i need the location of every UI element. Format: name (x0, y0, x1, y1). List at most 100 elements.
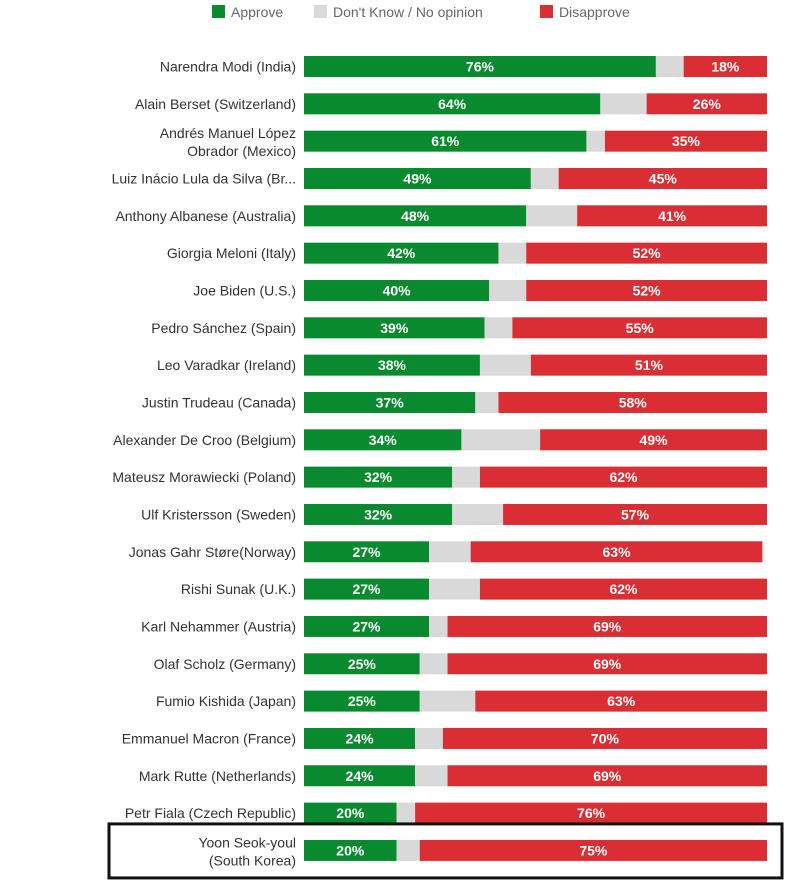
bar-row: Petr Fiala (Czech Republic) 20% 76% (125, 802, 767, 824)
data-label-approve: 49% (403, 170, 432, 186)
category-label: Narendra Modi (India) (160, 59, 296, 75)
bar-segment-disapprove (498, 391, 767, 413)
data-label-disapprove: 52% (633, 245, 662, 261)
data-label-disapprove: 49% (640, 432, 669, 448)
data-label-disapprove: 51% (635, 357, 664, 373)
bar-segment-approve (304, 765, 416, 787)
category-label: Alain Berset (Switzerland) (135, 96, 296, 112)
bar-segment-don-t-know-no-opinion (461, 429, 541, 451)
bar-segment-don-t-know-no-opinion (530, 167, 559, 189)
category-label: Leo Varadkar (Ireland) (157, 357, 296, 373)
data-label-approve: 27% (352, 618, 381, 634)
bar-segment-don-t-know-no-opinion (396, 802, 416, 824)
category-label: Jonas Gahr Støre(Norway) (129, 544, 296, 560)
legend-label-disapprove: Disapprove (559, 4, 630, 20)
bar-segment-don-t-know-no-opinion (489, 279, 527, 301)
data-label-disapprove: 52% (633, 282, 662, 298)
category-label: Fumio Kishida (Japan) (156, 693, 296, 709)
bar-row: Pedro Sánchez (Spain) 39% 55% (151, 317, 767, 339)
bar-segment-disapprove (442, 727, 767, 749)
bar-segment-disapprove (447, 653, 767, 675)
bar-segment-approve (304, 242, 499, 264)
legend-swatch-approve (212, 5, 225, 18)
category-label: Giorgia Meloni (Italy) (167, 245, 296, 261)
bar-segment-approve (304, 727, 416, 749)
bar-segment-don-t-know-no-opinion (484, 317, 513, 339)
bar-row: Justin Trudeau (Canada) 37% 58% (142, 391, 767, 413)
data-label-approve: 64% (438, 96, 467, 112)
bar-segment-disapprove (479, 578, 767, 600)
bar-row: Anthony Albanese (Australia) 48% 41% (115, 205, 767, 227)
bar-segment-don-t-know-no-opinion (419, 653, 448, 675)
bar-segment-approve (304, 466, 453, 488)
data-label-approve: 32% (364, 469, 393, 485)
bar-segment-disapprove (577, 205, 767, 227)
bar-segment-disapprove (558, 167, 767, 189)
bar-row: Ulf Kristersson (Sweden) 32% 57% (141, 503, 767, 525)
category-label: Olaf Scholz (Germany) (154, 656, 296, 672)
data-label-approve: 27% (352, 581, 381, 597)
data-label-disapprove: 76% (577, 805, 606, 821)
data-label-disapprove: 70% (591, 730, 620, 746)
legend-label-don-t-know-no-opinion: Don't Know / No opinion (333, 4, 483, 20)
bar-segment-don-t-know-no-opinion (452, 466, 480, 488)
data-label-approve: 24% (346, 768, 375, 784)
bar-segment-disapprove (479, 466, 767, 488)
data-label-disapprove: 58% (619, 394, 648, 410)
legend: Approve Don't Know / No opinion Disapprove (212, 4, 630, 20)
bar-segment-approve (304, 578, 430, 600)
bar-segment-don-t-know-no-opinion (429, 615, 448, 637)
legend-swatch-don-t-know-no-opinion (314, 5, 327, 18)
data-label-disapprove: 35% (672, 133, 701, 149)
data-label-disapprove: 62% (609, 581, 638, 597)
bar-segment-approve (304, 541, 430, 563)
data-label-approve: 20% (336, 805, 365, 821)
data-label-disapprove: 69% (593, 656, 622, 672)
bar-segment-don-t-know-no-opinion (429, 541, 471, 563)
data-label-approve: 20% (336, 842, 365, 858)
data-label-disapprove: 63% (607, 693, 636, 709)
bar-segment-approve (304, 167, 531, 189)
category-label: Karl Nehammer (Austria) (141, 618, 296, 634)
bar-segment-approve (304, 354, 480, 376)
bar-row: Karl Nehammer (Austria) 27% 69% (141, 615, 767, 637)
bar-segment-disapprove (530, 354, 767, 376)
bar-segment-disapprove (683, 56, 767, 77)
bar-segment-approve (304, 839, 397, 861)
data-label-disapprove: 62% (609, 469, 638, 485)
category-label: Mark Rutte (Netherlands) (139, 768, 296, 784)
bar-segment-disapprove (470, 541, 763, 563)
bar-row: Giorgia Meloni (Italy) 42% 52% (167, 242, 767, 264)
bar-row: Joe Biden (U.S.) 40% 52% (193, 279, 767, 301)
bar-segment-disapprove (447, 765, 767, 787)
data-label-disapprove: 69% (593, 618, 622, 634)
data-label-approve: 61% (431, 133, 460, 149)
data-label-disapprove: 45% (649, 170, 678, 186)
data-label-disapprove: 63% (603, 544, 632, 560)
bar-segment-disapprove (540, 429, 767, 451)
category-label: Yoon Seok-youl (South Korea) (198, 834, 296, 868)
bar-row: Jonas Gahr Støre(Norway) 27% 63% (129, 541, 763, 563)
bar-segment-approve (304, 93, 601, 115)
bar-row: Leo Varadkar (Ireland) 38% 51% (157, 354, 767, 376)
highlight-box (107, 822, 784, 880)
data-label-approve: 24% (346, 730, 375, 746)
bar-segment-approve (304, 391, 476, 413)
chart-rows: Narendra Modi (India) 76% 18% Alain Berset … (112, 56, 767, 868)
bar-segment-don-t-know-no-opinion (415, 765, 448, 787)
bar-segment-disapprove (512, 317, 767, 339)
bar-segment-disapprove (475, 690, 767, 712)
bar-row: Mateusz Morawiecki (Poland) 32% 62% (112, 466, 767, 488)
bar-row: Alain Berset (Switzerland) 64% 26% (135, 93, 767, 115)
bar-segment-don-t-know-no-opinion (526, 205, 578, 227)
bar-row: Rishi Sunak (U.K.) 27% 62% (181, 578, 767, 600)
bar-row: Yoon Seok-youl (South Korea) 20% 75% (198, 834, 767, 868)
data-label-disapprove: 75% (579, 842, 608, 858)
bar-segment-don-t-know-no-opinion (600, 93, 647, 115)
data-label-disapprove: 69% (593, 768, 622, 784)
bar-row: Fumio Kishida (Japan) 25% 63% (156, 690, 767, 712)
bar-row: Alexander De Croo (Belgium) 34% 49% (113, 429, 767, 451)
bar-segment-don-t-know-no-opinion (429, 578, 480, 600)
category-label: Mateusz Morawiecki (Poland) (112, 469, 296, 485)
